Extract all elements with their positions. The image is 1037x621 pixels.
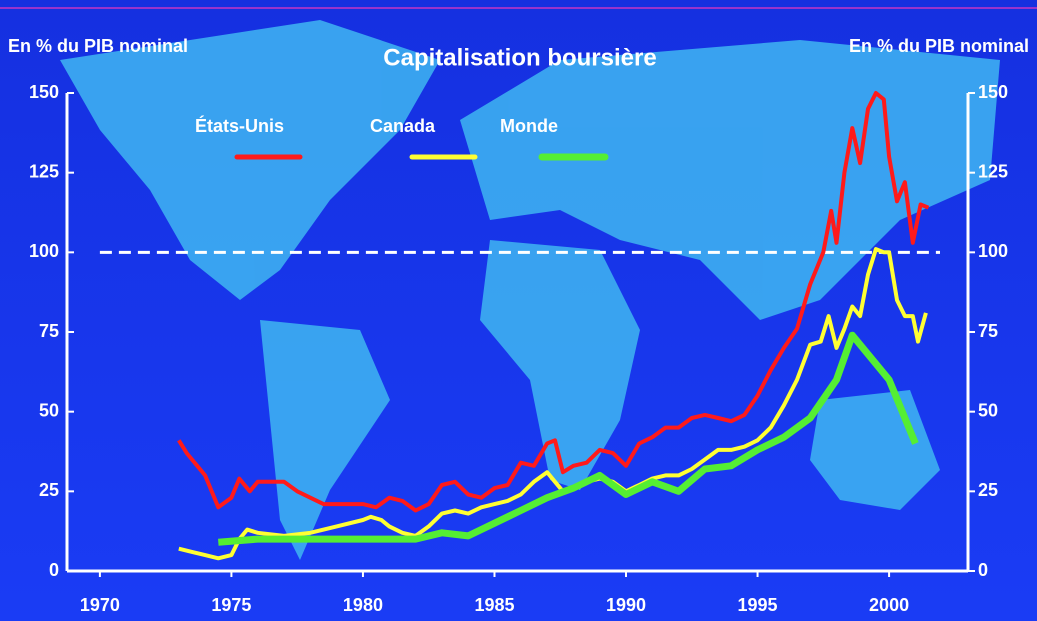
y2-tick-label: 150 [978, 82, 1008, 102]
legend-label: Monde [500, 116, 558, 136]
y2-tick-label: 25 [978, 480, 998, 500]
x-tick-label: 1975 [211, 595, 251, 615]
x-tick-label: 1970 [80, 595, 120, 615]
x-tick-label: 2000 [869, 595, 909, 615]
y2-axis-label: En % du PIB nominal [849, 36, 1029, 56]
y2-tick-label: 125 [978, 161, 1008, 181]
y-axis-label: En % du PIB nominal [8, 36, 188, 56]
legend-label: États-Unis [195, 115, 284, 136]
y-tick-label: 100 [29, 241, 59, 261]
y-tick-label: 75 [39, 321, 59, 341]
y2-tick-label: 100 [978, 241, 1008, 261]
series-line [218, 331, 919, 546]
y2-tick-label: 75 [978, 321, 998, 341]
y-tick-label: 25 [39, 480, 59, 500]
legend-label: Canada [370, 116, 436, 136]
y2-tick-label: 0 [978, 560, 988, 580]
y-tick-label: 0 [49, 560, 59, 580]
y-tick-label: 150 [29, 82, 59, 102]
chart-title: Capitalisation boursière [383, 44, 656, 71]
world-map [60, 20, 1000, 560]
x-tick-label: 1985 [474, 595, 514, 615]
x-tick-label: 1980 [343, 595, 383, 615]
x-tick-label: 1995 [738, 595, 778, 615]
y-tick-label: 125 [29, 161, 59, 181]
series-line [177, 91, 930, 513]
y-tick-label: 50 [39, 400, 59, 420]
x-tick-label: 1990 [606, 595, 646, 615]
y2-tick-label: 50 [978, 400, 998, 420]
